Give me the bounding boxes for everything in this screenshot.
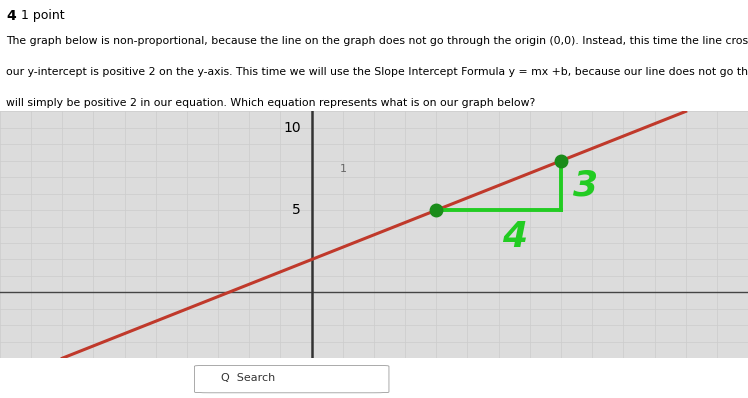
Text: 4: 4: [6, 9, 16, 23]
Text: 5: 5: [292, 203, 301, 217]
Text: 1 point: 1 point: [21, 9, 64, 22]
Text: our y-intercept is positive 2 on the y-axis. This time we will use the Slope Int: our y-intercept is positive 2 on the y-a…: [6, 67, 748, 77]
Text: 10: 10: [283, 121, 301, 135]
FancyBboxPatch shape: [194, 365, 389, 393]
Text: The graph below is non-proportional, because the line on the graph does not go t: The graph below is non-proportional, bec…: [6, 36, 748, 46]
Text: Q  Search: Q Search: [221, 373, 275, 383]
Text: ⊞: ⊞: [11, 369, 25, 387]
Text: 4: 4: [502, 220, 527, 254]
Text: 3: 3: [574, 168, 598, 203]
Text: 1: 1: [340, 164, 346, 174]
Text: will simply be positive 2 in our equation. Which equation represents what is on : will simply be positive 2 in our equatio…: [6, 98, 536, 108]
